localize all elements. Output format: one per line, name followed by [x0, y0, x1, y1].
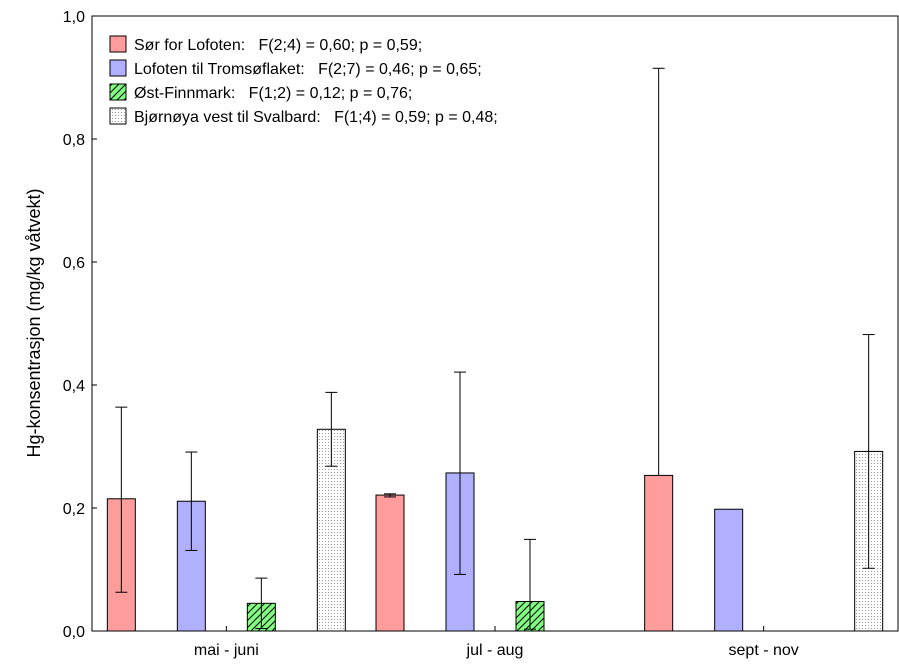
legend-swatch [109, 59, 127, 77]
y-tick-label: 0,4 [63, 378, 85, 395]
legend: Sør for Lofoten: F(2;4) = 0,60; p = 0,59… [109, 35, 498, 126]
plot-area: 0,0 0,2 0,4 0,6 0,8 1,0 mai - juni jul - aug sep… [63, 9, 899, 659]
y-tick-label: 1,0 [63, 9, 85, 26]
legend-swatch [109, 83, 127, 101]
x-category-label: jul - aug [466, 642, 524, 659]
x-category-label: sept - nov [729, 642, 799, 659]
legend-swatch [109, 107, 127, 125]
legend-label: Sør for Lofoten: F(2;4) = 0,60; p = 0,59… [134, 37, 422, 54]
bar [714, 508, 744, 632]
y-tick-label: 0,8 [63, 132, 85, 149]
legend-label: Lofoten til Tromsøflaket: F(2;7) = 0,46;… [134, 61, 482, 78]
bar [644, 474, 674, 632]
y-tick-label: 0,2 [63, 501, 85, 518]
y-tick-label: 0,6 [63, 255, 85, 272]
legend-label: Øst-Finnmark: F(1;2) = 0,12; p = 0,76; [134, 85, 412, 102]
legend-label: Bjørnøya vest til Svalbard: F(1;4) = 0,5… [134, 109, 498, 126]
y-tick-label: 0,0 [63, 624, 85, 641]
legend-swatch [109, 35, 127, 53]
bar [375, 494, 405, 632]
y-axis-label: Hg-konsentrasjon (mg/kg våtvekt) [24, 188, 44, 457]
x-category-label: mai - juni [194, 642, 259, 659]
